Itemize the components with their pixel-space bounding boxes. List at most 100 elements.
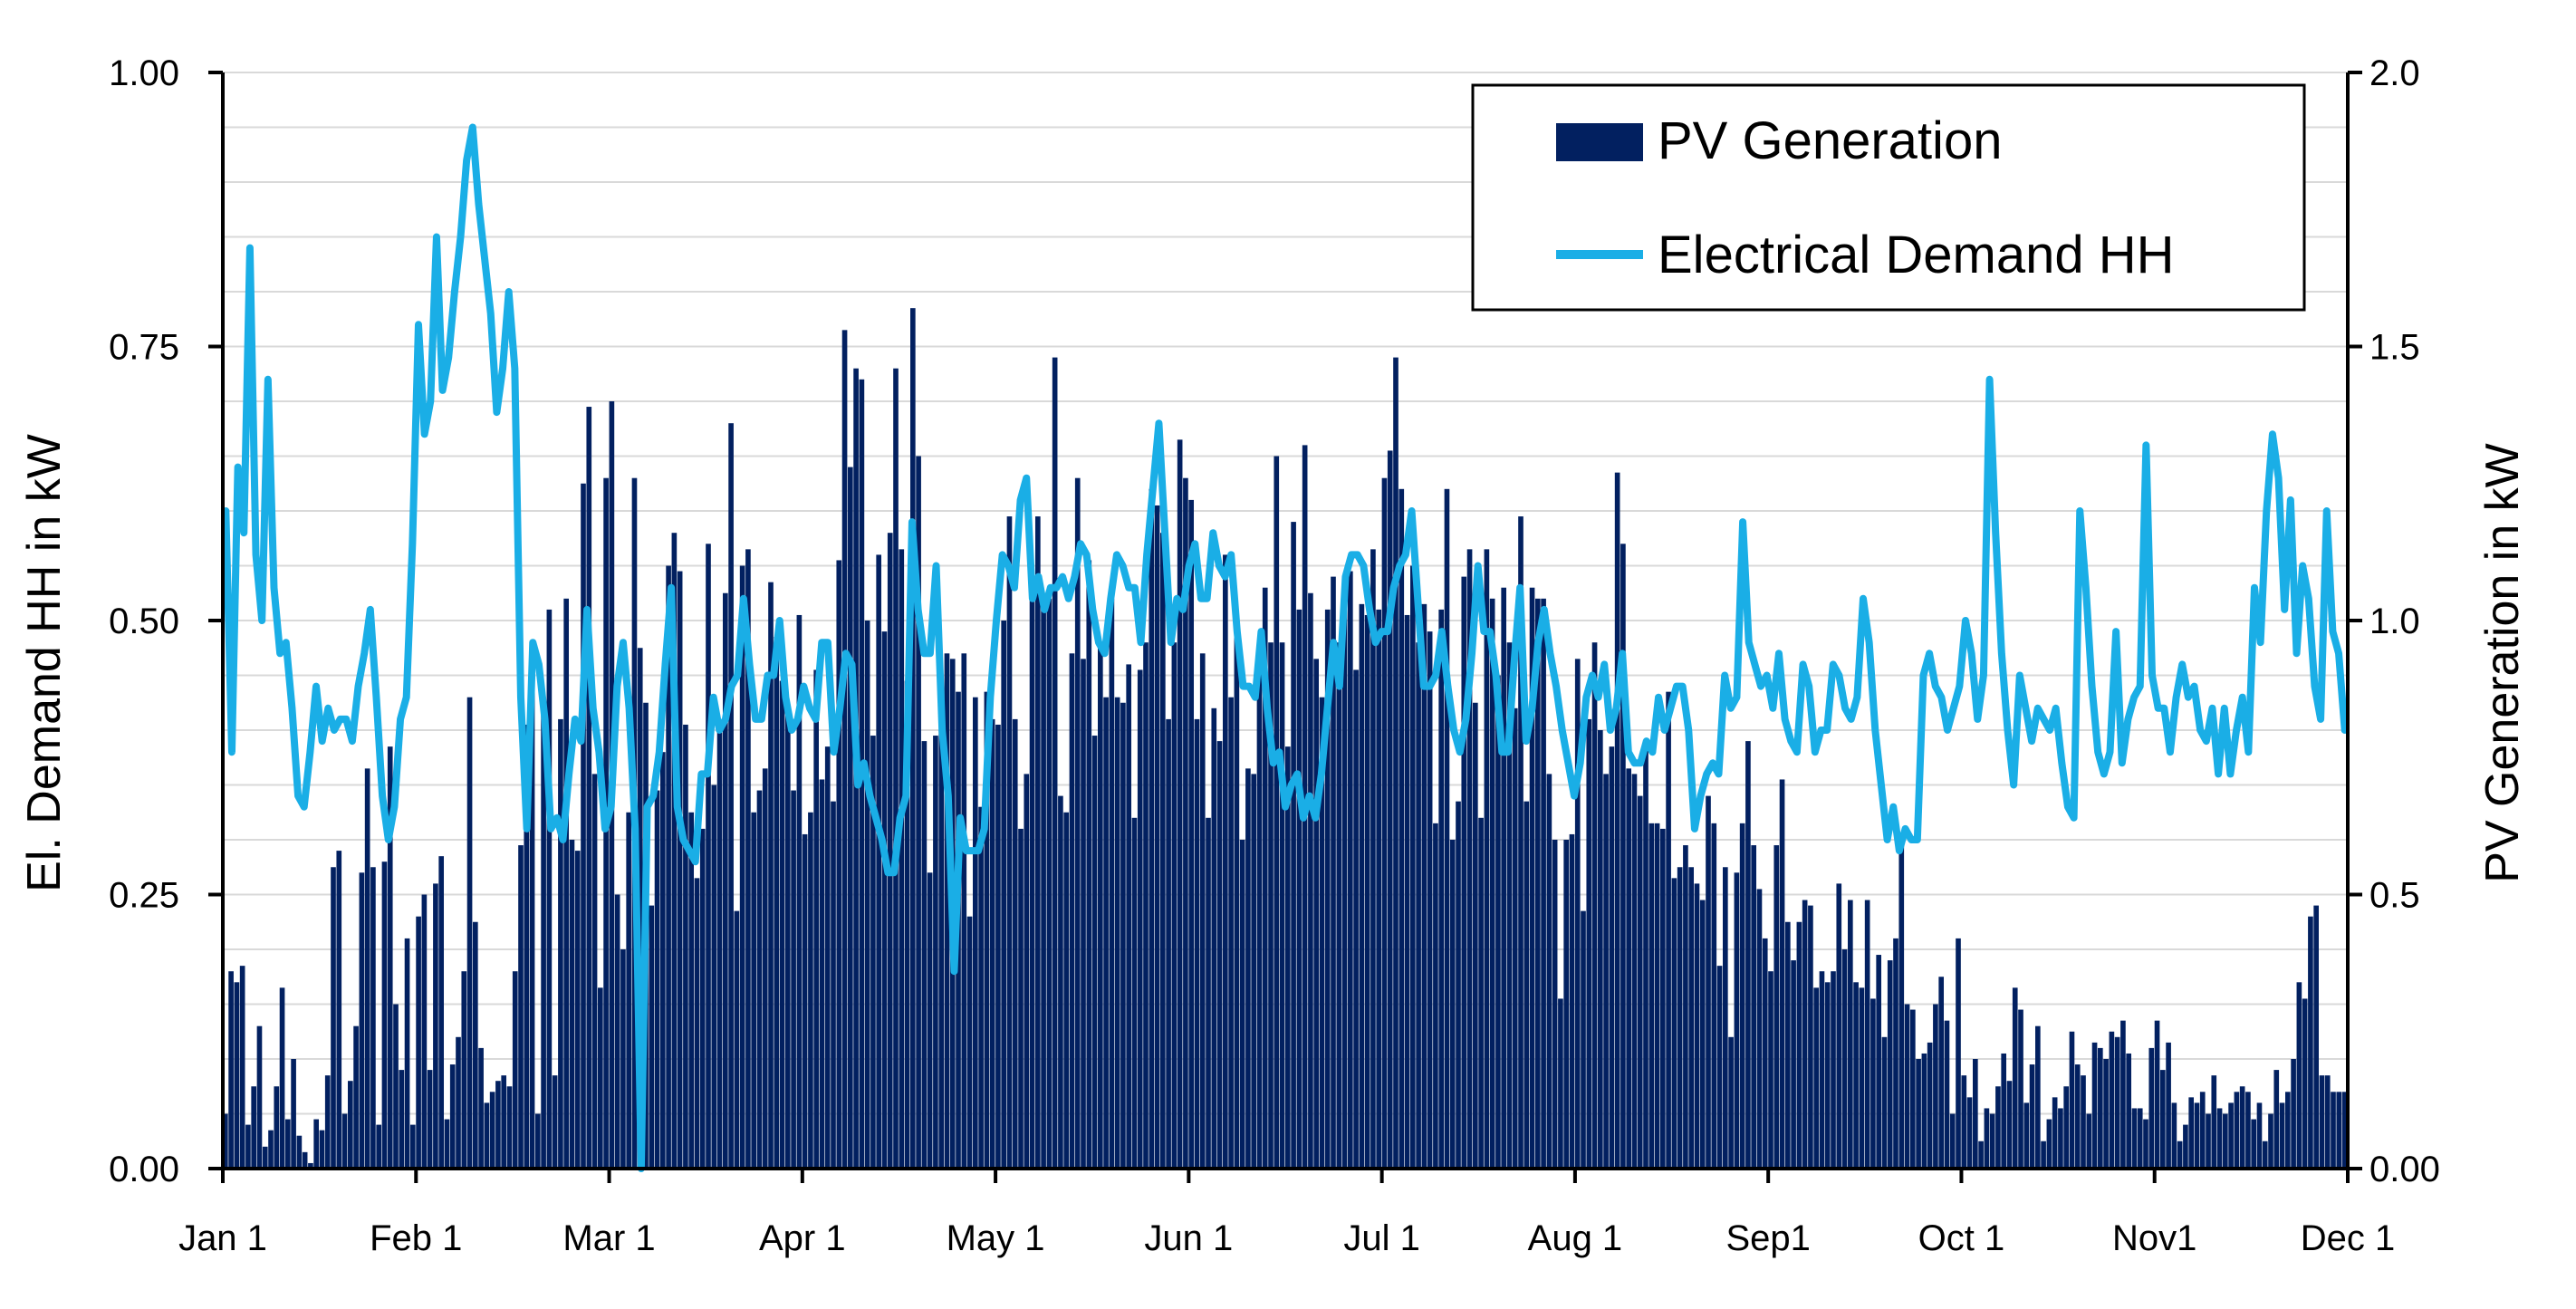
legend-pv-label: PV Generation [1658,111,2002,170]
pv-bar [461,971,467,1169]
pv-bar [893,368,899,1169]
pv-bar [626,812,632,1169]
pv-bar [2148,1047,2155,1169]
pv-bar [1898,840,1905,1169]
pv-bar [581,483,586,1169]
pv-bar [1194,718,1200,1169]
pv-bar [1484,549,1490,1169]
pv-bar [501,1075,507,1169]
right-tick-label: 0.5 [2369,876,2420,916]
pv-bar [966,916,973,1169]
pv-bar [989,718,995,1169]
pv-bar [824,746,831,1169]
pv-bar [591,774,598,1169]
pv-bar [1614,472,1620,1169]
pv-bar [353,1025,359,1169]
pv-bar [1541,598,1546,1169]
pv-bar [1393,357,1399,1169]
pv-bar [1149,488,1155,1169]
pv-bar [2183,1124,2188,1169]
pv-bar [1762,938,1768,1169]
pv-bar [1399,488,1405,1169]
pv-bar [1433,823,1438,1169]
pv-bar [2296,982,2302,1169]
pv-bar [841,330,848,1169]
pv-bar [1478,817,1484,1169]
pv-bar [1938,977,1945,1169]
pv-bar [620,949,626,1169]
pv-bar [1239,840,1245,1169]
pv-bar [484,1102,490,1169]
pv-bar [2006,1081,2013,1169]
pv-bar [1074,477,1081,1169]
pv-bar [341,1113,348,1169]
pv-bar [1438,609,1445,1169]
pv-bar [1381,477,1388,1169]
pv-bar [791,790,796,1169]
pv-bar [660,752,666,1169]
pv-bar [1188,499,1195,1169]
pv-bar [1916,1059,1921,1169]
pv-bar [2023,1102,2030,1169]
pv-bar [1699,900,1706,1169]
pv-bar [1535,598,1541,1169]
pv-bar [1966,1097,1973,1169]
pv-bar [1109,598,1115,1169]
pv-bar [296,1135,303,1169]
x-tick-label: Jul 1 [1343,1218,1420,1258]
pv-bar [836,560,842,1169]
pv-bar [649,905,655,1169]
pv-bar [1098,648,1103,1169]
pv-bar [864,621,870,1169]
pv-bar [938,730,945,1169]
pv-bar [1989,1113,1995,1169]
pv-bar [495,1081,501,1169]
pv-bar [1501,587,1507,1169]
pv-bar [654,790,660,1169]
pv-bar [1081,659,1086,1169]
pv-bar [1637,795,1643,1169]
pv-bar [2052,1097,2058,1169]
pv-bar [2069,1031,2075,1169]
pv-bar [728,423,734,1169]
pv-bar [1688,867,1695,1169]
legend-demand-label: Electrical Demand HH [1658,226,2175,284]
pv-bar [899,549,905,1169]
pv-bar [1086,560,1092,1169]
legend-pv-swatch [1556,123,1643,161]
pv-bar [2120,1020,2126,1169]
pv-bar [1199,653,1206,1169]
pv-bar [1591,642,1598,1169]
pv-bar [1745,741,1751,1169]
pv-bar [376,1124,382,1169]
pv-bar [274,1086,280,1169]
pv-bar [1336,642,1342,1169]
pv-bar [1234,626,1240,1169]
pv-bar [706,544,711,1169]
pv-bar [1387,450,1393,1169]
pv-bar [716,724,723,1169]
pv-bar [1206,817,1211,1169]
demand-line [222,123,2349,1172]
pv-bar [944,653,950,1169]
pv-bar [2285,1092,2291,1169]
pv-bar [279,987,285,1169]
pv-bar [1103,697,1109,1169]
pv-bar [1973,1059,1978,1169]
right-axis-title: PV Generation in kW [2476,443,2529,883]
pv-bar [1228,697,1234,1169]
pv-bar [711,784,717,1169]
pv-bar [1848,900,1853,1169]
right-tick-label: 2.0 [2369,53,2420,93]
pv-bar [251,1086,257,1169]
pv-bar [438,856,445,1169]
pv-bar [1927,1042,1933,1169]
pv-bar [666,565,671,1169]
pv-bar [1001,621,1007,1169]
pv-bar [506,1086,513,1169]
pv-bar [466,697,473,1169]
pv-bar [1819,971,1825,1169]
pv-bar [910,308,916,1169]
pv-bar [2331,1092,2336,1169]
